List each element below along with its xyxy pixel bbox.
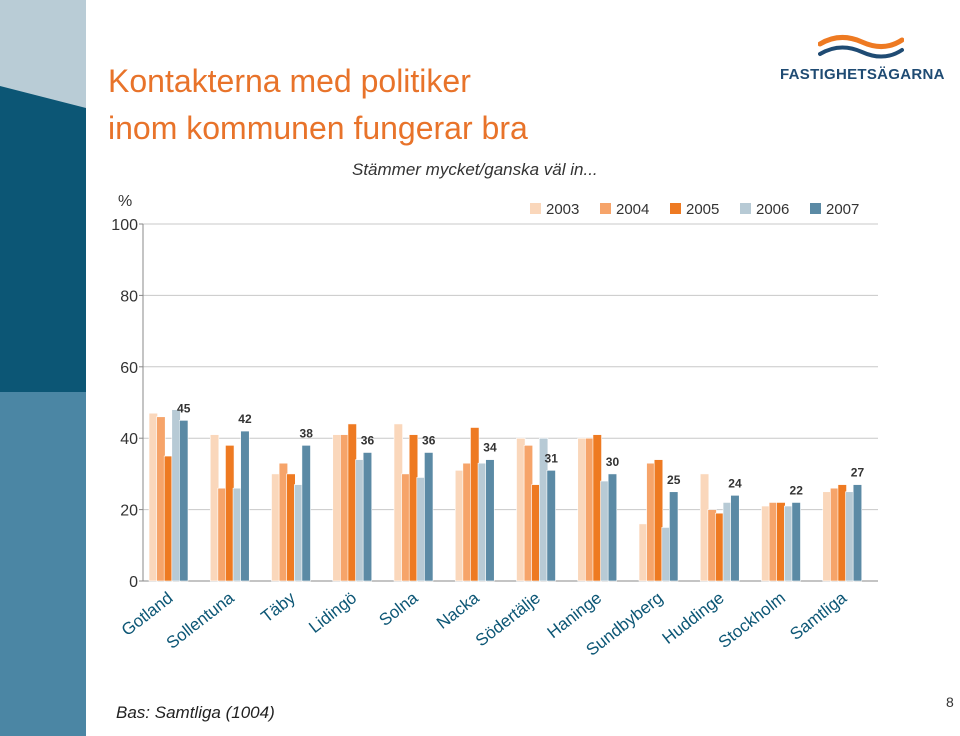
- y-tick-label: 20: [120, 503, 138, 520]
- data-label: 42: [238, 412, 252, 426]
- y-tick-labels: 0 20 40 60 80 100: [111, 217, 138, 591]
- bar-2007-Huddinge: [730, 495, 740, 582]
- data-label: 30: [606, 455, 620, 469]
- data-label: 34: [483, 441, 497, 455]
- y-tick-label: 80: [120, 288, 138, 305]
- x-tick-label: Nacka: [433, 588, 483, 633]
- legend-label: 2004: [616, 201, 649, 218]
- base-note: Bas: Samtliga (1004): [116, 703, 275, 722]
- x-tick-label: Gotland: [118, 588, 177, 640]
- data-label: 24: [728, 476, 742, 490]
- bar-2007-Nacka: [485, 459, 495, 582]
- gridlines: [139, 223, 878, 582]
- legend-swatch-2004: [600, 203, 611, 214]
- data-label: 31: [545, 451, 559, 465]
- legend-label: 2007: [826, 201, 859, 218]
- x-tick-label: Södertälje: [472, 588, 544, 650]
- data-label: 25: [667, 473, 681, 487]
- data-label: 27: [851, 466, 865, 480]
- bar-2005-Sundbyberg: [653, 459, 664, 582]
- x-tick-label: Täby: [257, 588, 299, 627]
- x-tick-label: Solna: [375, 588, 421, 630]
- bar-2007-Stockholm: [791, 502, 801, 582]
- y-tick-label: 60: [120, 360, 138, 377]
- side-band: [0, 0, 86, 736]
- legend-swatch-2007: [810, 203, 821, 214]
- legend-swatch-2006: [740, 203, 751, 214]
- slide-title-line-1: Kontakterna med politiker: [108, 63, 471, 99]
- legend-label: 2005: [686, 201, 719, 218]
- bar-2007-Sundbyberg: [669, 491, 679, 582]
- bars: [148, 409, 863, 582]
- x-tick-label: Samtliga: [786, 588, 850, 644]
- y-axis-unit: %: [118, 193, 133, 210]
- page-number: 8: [946, 694, 954, 710]
- legend-swatch-2005: [670, 203, 681, 214]
- data-label: 38: [300, 426, 314, 440]
- x-tick-label: Stockholm: [715, 588, 789, 652]
- x-tick-label: Sollentuna: [163, 588, 238, 653]
- bar-2007-Lidingö: [362, 452, 373, 582]
- side-band-mid: [0, 392, 86, 736]
- legend: 2003 2004 2005 2006 2007: [530, 201, 859, 218]
- data-label: 22: [790, 483, 804, 497]
- legend-label: 2006: [756, 201, 789, 218]
- bar-2007-Solna: [424, 452, 434, 582]
- bar-2007-Gotland: [179, 420, 189, 582]
- data-label: 36: [422, 433, 436, 447]
- y-tick-label: 0: [129, 574, 138, 591]
- x-tick-label: Lidingö: [305, 588, 360, 637]
- wave-logo-icon: [818, 35, 904, 59]
- y-tick-label: 100: [111, 217, 138, 234]
- data-labels: 45 42 38 36 36 34 31 30 25 24 22 27: [177, 401, 864, 497]
- side-band-dark: [0, 86, 86, 392]
- bar-2007-Haninge: [607, 473, 618, 582]
- data-label: 45: [177, 401, 191, 415]
- legend-label: 2003: [546, 201, 579, 218]
- chart-subtitle: Stämmer mycket/ganska väl in...: [352, 160, 598, 179]
- bar-2007-Samtliga: [852, 484, 863, 582]
- bar-2007-Södertälje: [546, 470, 556, 582]
- legend-swatch-2003: [530, 203, 541, 214]
- bar-2007-Täby: [301, 445, 311, 582]
- data-label: 36: [361, 433, 375, 447]
- slide-title-line-2: inom kommunen fungerar bra: [108, 110, 528, 146]
- bar-2007-Sollentuna: [240, 430, 250, 582]
- y-tick-label: 40: [120, 431, 138, 448]
- logo-text: FASTIGHETSÄGARNA: [780, 66, 945, 83]
